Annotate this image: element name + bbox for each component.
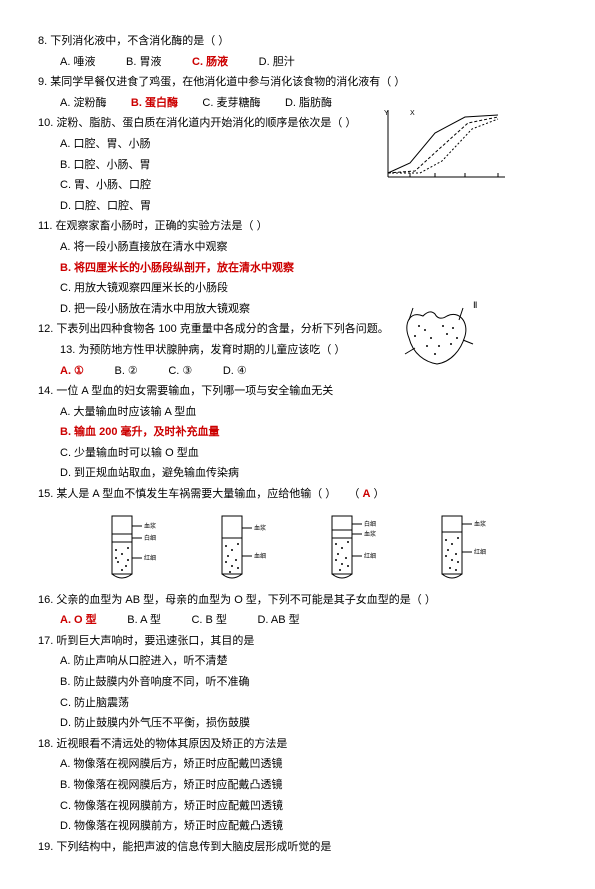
q17-optD: D. 防止鼓膜内外气压不平衡，损伤鼓膜 [38,715,557,733]
q14-optA: A. 大量输血时应该输 A 型血 [38,404,557,422]
q9-optC: C. 麦芽糖酶 [202,97,260,109]
q14-optC: C. 少量输血时可以输 O 型血 [38,445,557,463]
q15-stem-text: 15. 某人是 A 型血不慎发生车祸需要大量输血，应给他输（ ） [38,488,336,500]
svg-text:血浆: 血浆 [364,530,376,538]
q15-answer: A [363,488,371,500]
q16-optC: C. B 型 [191,614,226,626]
q14-optD: D. 到正规血站取血，避免输血传染病 [38,465,557,483]
q17-optB: B. 防止鼓膜内外音响度不同，听不准确 [38,674,557,692]
q16-options: A. O 型 B. A 型 C. B 型 D. AB 型 [38,612,557,630]
q13-optA: A. ① [60,365,84,377]
svg-text:Y: Y [384,110,389,117]
q17-stem: 17. 听到巨大声响时，要迅速张口，其目的是 [38,633,557,651]
svg-text:血浆: 血浆 [474,520,486,528]
q8-optA: A. 唾液 [60,56,95,68]
tube-C: 白细 血浆 红细 [318,512,388,584]
q11-optB: B. 将四厘米长的小肠段纵剖开，放在清水中观察 [38,260,557,278]
svg-text:Ⅱ: Ⅱ [473,300,477,310]
q15-stem: 15. 某人是 A 型血不慎发生车祸需要大量输血，应给他输（ ） （ A ） [38,486,557,504]
q13-optC: C. ③ [168,365,192,377]
q18-stem: 18. 近视眼看不清远处的物体其原因及矫正的方法是 [38,736,557,754]
q8-optD: D. 胆汁 [259,56,295,68]
q16-optA: A. O 型 [60,614,97,626]
q9-stem: 9. 某同学早餐仅进食了鸡蛋，在他消化道中参与消化该食物的消化液有（ ） [38,74,557,92]
digestion-curve-diagram: Y X [380,105,510,187]
svg-text:白细: 白细 [364,520,376,528]
q16-optD: D. AB 型 [257,614,299,626]
q19-stem: 19. 下列结构中，能把声波的信息传到大脑皮层形成听觉的是 [38,839,557,857]
q8-options-row: A. 唾液 B. 胃液 C. 肠液 D. 胆汁 [38,54,557,72]
test-tube-row: 血浆 白细 红细 血浆 血细 白细 血浆 红细 血浆 [98,512,557,584]
q11-optC: C. 用放大镜观察四厘米长的小肠段 [38,280,557,298]
svg-text:红细: 红细 [144,554,156,562]
svg-text:血细: 血细 [254,552,266,560]
svg-text:血浆: 血浆 [254,524,266,532]
svg-text:红细: 红细 [364,552,376,560]
svg-text:白细: 白细 [144,534,156,542]
q16-stem: 16. 父亲的血型为 AB 型，母亲的血型为 O 型，下列不可能是其子女血型的是… [38,592,557,610]
q18-optD: D. 物像落在视网膜前方，矫正时应配戴凸透镜 [38,818,557,836]
q8-optC: C. 肠液 [192,56,228,68]
q14-stem: 14. 一位 A 型血的妇女需要输血，下列哪一项与安全输血无关 [38,383,557,401]
q17-optC: C. 防止脑震荡 [38,695,557,713]
q17-optA: A. 防止声响从口腔进入，听不清楚 [38,653,557,671]
q11-stem: 11. 在观察家畜小肠时，正确的实验方法是（ ） [38,218,557,236]
q18-optA: A. 物像落在视网膜后方，矫正时应配戴凹透镜 [38,756,557,774]
tube-D: 血浆 红细 [428,512,498,584]
q9-optA: A. 淀粉酶 [60,97,106,109]
tube-A: 血浆 白细 红细 [98,512,168,584]
q18-optB: B. 物像落在视网膜后方，矫正时应配戴凸透镜 [38,777,557,795]
q13-optB: B. ② [114,365,137,377]
svg-text:血浆: 血浆 [144,522,156,530]
q14-options-row2: B. 输血 200 毫升，及时补充血量 [38,424,557,442]
q13-optD: D. ④ [223,365,247,377]
q10-optD: D. 口腔、口腔、胃 [38,198,557,216]
tube-B: 血浆 血细 [208,512,278,584]
q14-optB: B. 输血 200 毫升，及时补充血量 [60,426,220,438]
svg-text:X: X [410,110,415,117]
q8-optB: B. 胃液 [126,56,161,68]
svg-text:红细: 红细 [474,548,486,556]
q9-optB: B. 蛋白酶 [131,97,178,109]
q11-optA: A. 将一段小肠直接放在清水中观察 [38,239,557,257]
heart-diagram: Ⅱ [395,298,487,373]
q9-optD: D. 脂肪酶 [285,97,332,109]
q16-optB: B. A 型 [127,614,161,626]
q18-optC: C. 物像落在视网膜前方，矫正时应配戴凹透镜 [38,798,557,816]
q8-stem: 8. 下列消化液中，不含消化酶的是（ ） [38,33,557,51]
